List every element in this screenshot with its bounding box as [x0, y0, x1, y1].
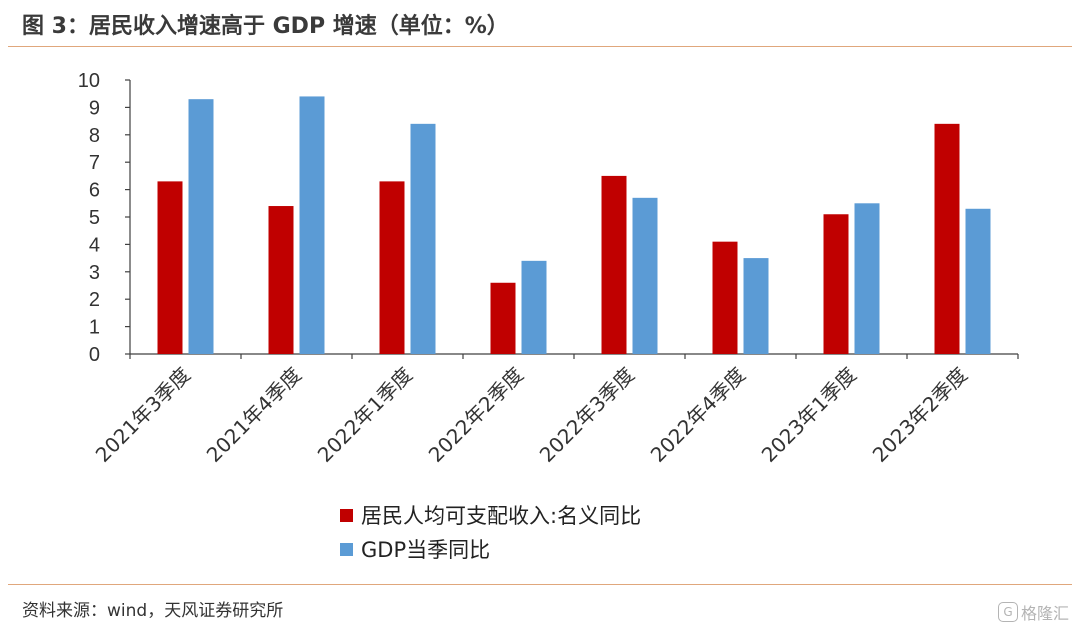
legend-swatch — [340, 508, 353, 522]
title-divider — [8, 46, 1072, 47]
bar-gdp-6 — [743, 258, 769, 354]
x-tick-label: 2021年3季度 — [91, 363, 195, 467]
bar-gdp-8 — [965, 208, 991, 354]
source-divider — [8, 584, 1072, 585]
bar-income-8 — [934, 123, 960, 354]
bar-gdp-3 — [410, 123, 436, 354]
legend-item: 居民人均可支配收入:名义同比 — [340, 498, 641, 532]
x-tick-label: 2022年1季度 — [313, 363, 417, 467]
y-tick-label: 1 — [89, 317, 100, 339]
bar-gdp-1 — [188, 99, 214, 355]
legend-item: GDP当季同比 — [340, 532, 641, 566]
legend-swatch — [340, 542, 353, 556]
y-tick-label: 5 — [89, 207, 100, 229]
bar-income-4 — [490, 282, 516, 354]
y-tick-label: 4 — [89, 234, 100, 256]
bar-income-5 — [601, 175, 627, 354]
legend-label: GDP当季同比 — [361, 538, 491, 562]
y-tick-label: 2 — [89, 289, 100, 311]
legend-label: 居民人均可支配收入:名义同比 — [361, 504, 642, 528]
bar-income-7 — [823, 214, 849, 354]
y-tick-label: 0 — [89, 344, 100, 366]
y-tick-label: 9 — [89, 97, 100, 119]
y-tick-label: 8 — [89, 125, 100, 147]
y-tick-label: 6 — [89, 180, 100, 202]
x-tick-label: 2023年2季度 — [868, 363, 972, 467]
y-tick-label: 7 — [89, 152, 100, 174]
y-tick-label: 3 — [89, 262, 100, 284]
bar-gdp-5 — [632, 197, 658, 354]
watermark: G 格隆汇 — [998, 600, 1069, 624]
bar-income-2 — [268, 206, 294, 354]
bar-income-6 — [712, 241, 738, 354]
bar-income-1 — [157, 181, 183, 354]
x-tick-label: 2022年3季度 — [535, 363, 639, 467]
bar-gdp-2 — [299, 96, 325, 354]
bar-gdp-4 — [521, 260, 547, 354]
x-tick-label: 2022年4季度 — [646, 363, 750, 467]
watermark-logo-icon: G — [998, 602, 1018, 622]
watermark-text: 格隆汇 — [1021, 604, 1070, 623]
bar-income-3 — [379, 181, 405, 354]
x-tick-label: 2023年1季度 — [757, 363, 861, 467]
y-tick-label: 10 — [78, 70, 100, 92]
bar-gdp-7 — [854, 203, 880, 354]
source-note: 资料来源：wind，天风证券研究所 — [22, 601, 284, 621]
figure-title: 图 3：居民收入增速高于 GDP 增速（单位：%） — [22, 14, 509, 39]
chart-legend: 居民人均可支配收入:名义同比 GDP当季同比 — [340, 498, 641, 566]
x-tick-label: 2022年2季度 — [424, 363, 528, 467]
x-tick-label: 2021年4季度 — [202, 363, 306, 467]
